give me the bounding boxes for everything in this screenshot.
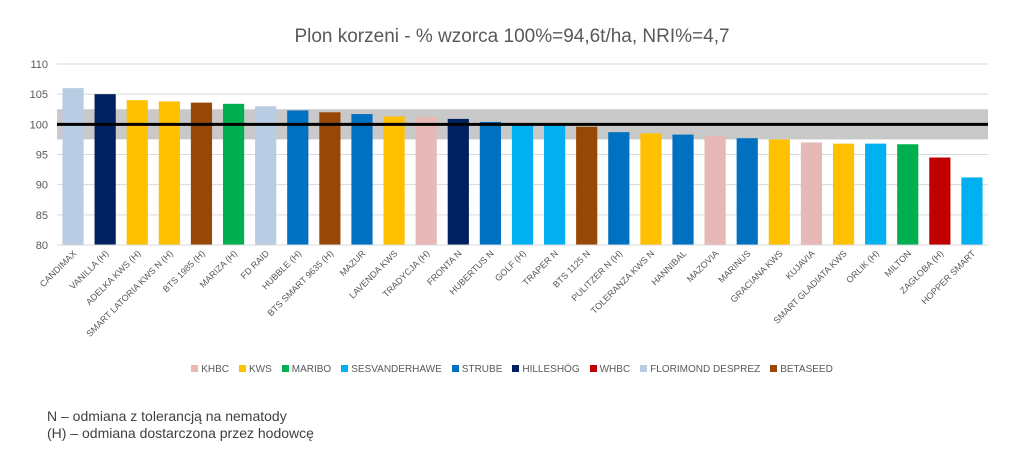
bar (383, 116, 405, 246)
legend-item: BETASEED (770, 364, 833, 375)
bar (287, 110, 309, 245)
legend-label: SESVANDERHAWE (351, 364, 442, 375)
legend-item: MARIBO (281, 364, 332, 375)
bar (255, 106, 277, 245)
legend-label: KHBC (201, 364, 229, 375)
bar (800, 142, 823, 245)
x-tick-label: MAZOVIA (685, 248, 721, 284)
legend-item: STRUBE (451, 364, 503, 375)
x-tick-label: MAZUR (338, 248, 368, 278)
legend-label: KWS (248, 364, 272, 375)
legend-item: WHBC (589, 364, 631, 375)
legend-item: FLORIMOND DESPREZ (640, 364, 760, 375)
bar (929, 157, 951, 245)
legend-label: FLORIMOND DESPREZ (650, 364, 761, 375)
legend-item: HILLESHÖG (512, 364, 580, 375)
bar (447, 118, 469, 245)
legend-swatch (281, 365, 289, 372)
x-tick-label: ORLIK (H) (844, 248, 881, 285)
legend-swatch (238, 365, 246, 372)
bar (736, 138, 758, 245)
legend-label: HILLESHÖG (522, 364, 580, 375)
legend-swatch (770, 365, 778, 372)
legend-swatch (640, 365, 648, 372)
bar (511, 124, 534, 245)
x-tick-label: HOPPER SMART (919, 248, 977, 306)
x-tick-label: KUJAVIA (784, 248, 817, 281)
x-tick-label: BTS SMART 9635 (H) (265, 248, 335, 318)
bar (479, 121, 501, 245)
legend-item: KHBC (191, 364, 229, 375)
bar (415, 117, 437, 245)
bar (961, 177, 983, 245)
y-tick-label: 95 (36, 150, 48, 162)
bar (544, 124, 566, 245)
note-breeder-supplied: (H) – odmiana dostarczona przez hodowcę (47, 425, 314, 441)
bar (126, 100, 148, 245)
legend-label: BETASEED (780, 364, 833, 375)
y-tick-label: 90 (36, 180, 48, 192)
note-nematode-tolerance: N – odmiana z tolerancją na nematody (47, 408, 287, 424)
bar (768, 139, 790, 245)
x-tick-label: ADELKA KWS (H) (84, 248, 143, 307)
legend-item: KWS (238, 364, 272, 375)
x-tick-label: FD RAID (239, 248, 272, 281)
legend-swatch (341, 365, 349, 372)
bar (351, 114, 373, 246)
footnotes: N – odmiana z tolerancją na nematody (H)… (47, 408, 314, 442)
legend-item: SESVANDERHAWE (341, 364, 442, 375)
legend-label: WHBC (599, 364, 631, 375)
bar (319, 112, 341, 246)
legend-swatch (451, 365, 459, 372)
y-tick-label: 80 (36, 240, 48, 252)
legend-swatch (191, 365, 199, 372)
bar (672, 134, 694, 245)
legend-swatch (512, 365, 520, 372)
bar (158, 101, 180, 245)
bar (62, 88, 84, 245)
bar (222, 103, 245, 245)
bar (190, 102, 213, 245)
x-tick-label: TOLERANZA KWS N (589, 248, 656, 315)
y-tick-label: 100 (30, 119, 48, 131)
bar (832, 143, 855, 245)
chart-title: Plon korzeni - % wzorca 100%=94,6t/ha, N… (294, 26, 730, 47)
bar (865, 143, 887, 245)
bar (897, 144, 919, 245)
bar (94, 94, 116, 246)
bar (640, 133, 662, 245)
bar (608, 132, 630, 245)
chart-legend: KHBC KWS MARIBO SESVANDERHAWE STRUBE HILLESHÖ… (0, 364, 1024, 375)
x-tick-label: MILTON (883, 248, 914, 279)
bar (576, 126, 598, 245)
x-tick-label: HANNIBAL (650, 248, 689, 287)
legend-swatch (589, 365, 597, 372)
y-tick-label: 110 (30, 59, 48, 71)
y-tick-label: 105 (30, 89, 48, 101)
legend-label: MARIBO (291, 364, 332, 375)
legend-label: STRUBE (461, 364, 503, 375)
bar (704, 135, 726, 245)
y-tick-label: 85 (36, 210, 48, 222)
